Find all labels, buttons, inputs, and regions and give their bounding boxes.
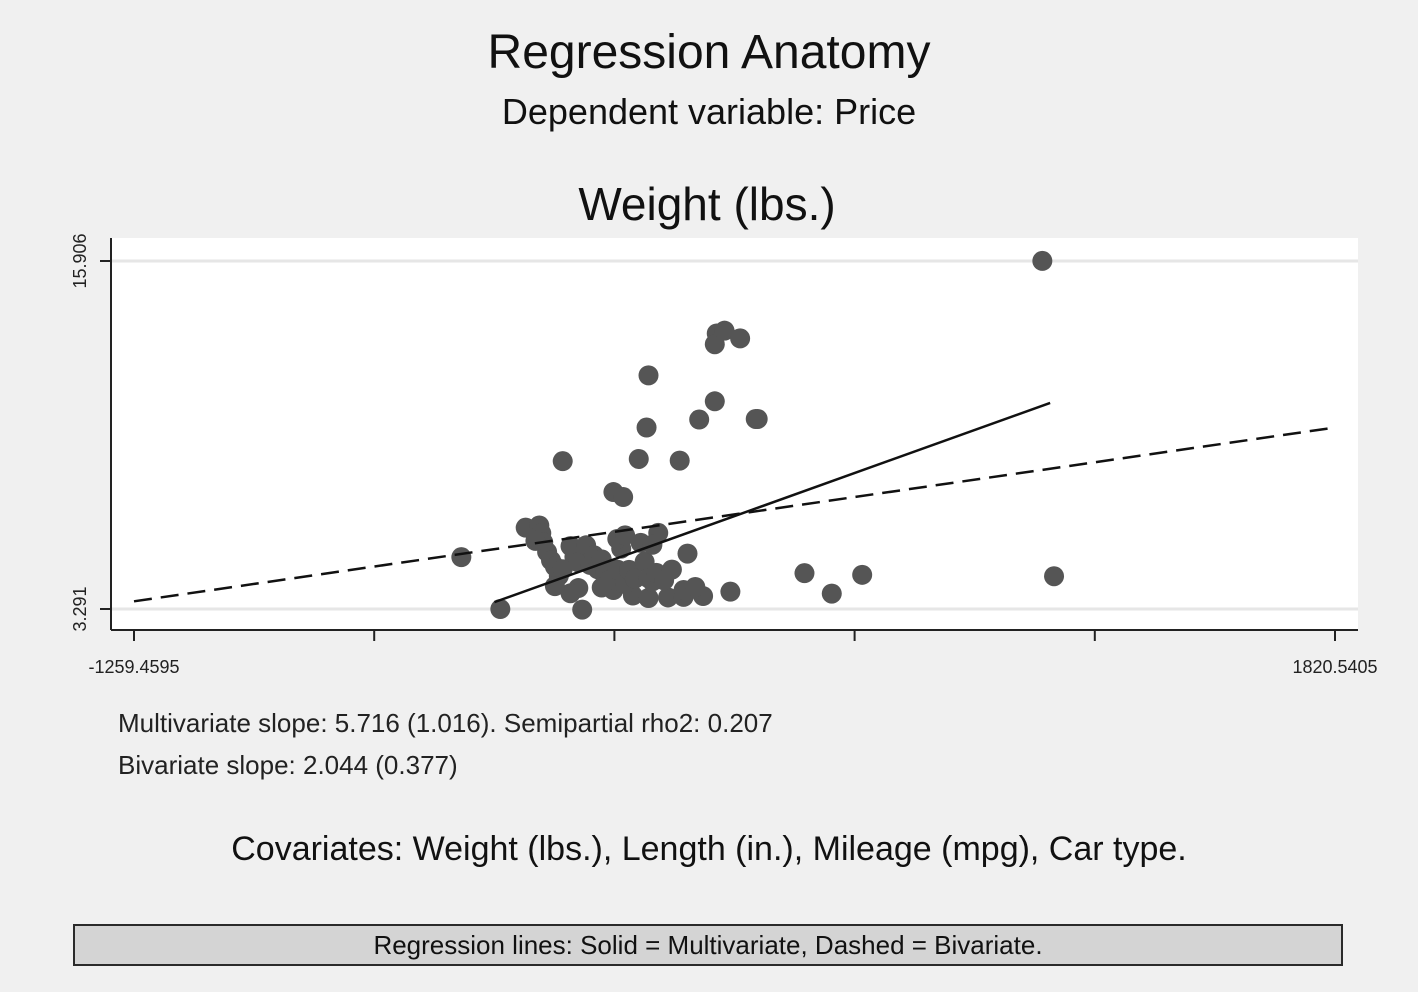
scatter-point — [636, 417, 657, 438]
gridlines — [112, 259, 1358, 611]
x-axis-ticks — [133, 630, 1336, 641]
y-axis-ticks — [100, 260, 111, 610]
scatter-point — [685, 576, 706, 597]
scatter-point — [560, 583, 581, 604]
y-tick-label-max: 15.906 — [70, 233, 90, 288]
scatter-markers — [451, 250, 1065, 620]
scatter-point — [704, 391, 725, 412]
scatter-point — [720, 581, 741, 602]
scatter-point — [852, 564, 873, 585]
page-title: Regression Anatomy — [487, 26, 931, 79]
page-subtitle: Dependent variable: Price — [501, 91, 917, 132]
y-tick-label-min: 3.291 — [70, 586, 90, 631]
scatter-point — [689, 409, 710, 430]
scatter-point — [638, 587, 659, 608]
scatter-point — [677, 543, 698, 564]
scatter-point — [572, 599, 593, 620]
scatter-chart: Weight (lbs.) -1259.4595 1820.5405 15.90… — [70, 178, 1378, 677]
scatter-point — [745, 408, 766, 429]
scatter-point — [552, 451, 573, 472]
scatter-point — [794, 563, 815, 584]
multivariate-regression-line — [494, 401, 1051, 604]
scatter-point — [821, 583, 842, 604]
scatter-point — [628, 448, 649, 469]
scatter-point — [1032, 250, 1053, 271]
multivariate-slope-note: Multivariate slope: 5.716 (1.016). Semip… — [118, 708, 773, 738]
scatter-point — [638, 365, 659, 386]
scatter-point — [714, 320, 735, 341]
scatter-point — [591, 577, 612, 598]
scatter-point — [451, 547, 472, 568]
bivariate-regression-line — [133, 426, 1336, 603]
scatter-point — [730, 328, 751, 349]
x-tick-label-max: 1820.5405 — [1292, 657, 1377, 677]
scatter-point — [490, 599, 511, 620]
covariates-note: Covariates: Weight (lbs.), Length (in.),… — [231, 830, 1187, 868]
legend-box: Regression lines: Solid = Multivariate, … — [73, 924, 1343, 966]
plot-area — [112, 238, 1358, 630]
scatter-point — [613, 487, 634, 508]
regression-lines — [133, 401, 1336, 604]
scatter-point — [669, 450, 690, 471]
x-tick-label-min: -1259.4595 — [88, 657, 179, 677]
scatter-point — [525, 530, 546, 551]
scatter-point — [658, 587, 679, 608]
chart-title: Weight (lbs.) — [578, 178, 835, 230]
scatter-point — [1044, 566, 1065, 587]
bivariate-slope-note: Bivariate slope: 2.044 (0.377) — [118, 750, 458, 780]
scatter-point — [661, 559, 682, 580]
